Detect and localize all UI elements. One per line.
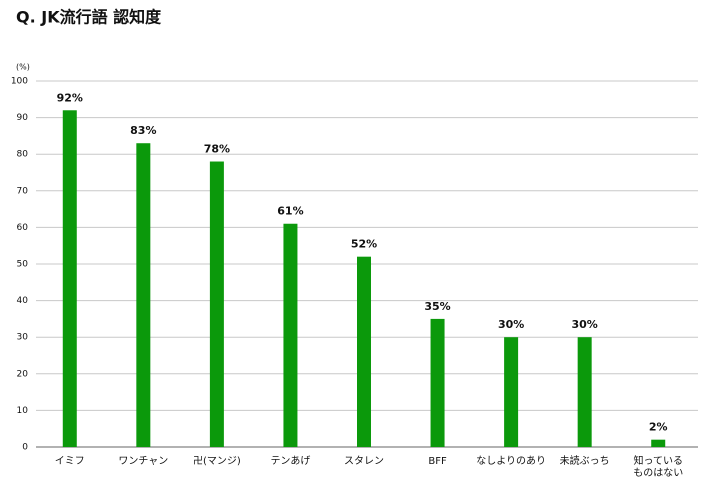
bar <box>651 439 666 447</box>
x-tick-label: ワンチャン <box>118 455 168 467</box>
x-tick-label: イミフ <box>55 456 85 467</box>
x-tick-label: 卍(マンジ) <box>193 455 241 467</box>
y-tick-label: 20 <box>17 369 29 379</box>
value-label: 92% <box>57 91 83 104</box>
y-tick-label: 100 <box>11 77 28 87</box>
y-tick-label: 0 <box>22 443 28 453</box>
chart-title: Q. JK流行語 認知度 <box>16 8 162 27</box>
value-label: 30% <box>571 318 597 331</box>
bar <box>209 161 224 447</box>
x-tick-label: なしよりのあり <box>476 455 546 467</box>
bar <box>62 110 77 447</box>
y-tick-label: 90 <box>17 113 29 123</box>
bar <box>577 337 592 447</box>
bar <box>504 337 519 447</box>
value-label: 2% <box>649 421 668 434</box>
y-tick-label: 60 <box>17 223 29 233</box>
y-tick-label: 70 <box>17 186 29 196</box>
x-tick-label: スタレン <box>344 455 384 467</box>
value-label: 30% <box>498 318 524 331</box>
value-label: 61% <box>277 205 303 218</box>
y-unit: (%) <box>16 63 30 72</box>
y-tick-label: 80 <box>17 150 29 160</box>
value-label: 78% <box>204 143 230 156</box>
bar <box>136 143 151 447</box>
value-label: 83% <box>130 124 156 137</box>
x-tick-label: 未読ぶっち <box>560 454 610 467</box>
bar <box>283 223 298 447</box>
x-tick-label: BFF <box>428 456 447 467</box>
value-label: 35% <box>424 300 450 313</box>
x-tick-label: 知っているものはない <box>633 454 683 479</box>
bar <box>430 318 445 447</box>
y-tick-label: 50 <box>17 260 29 270</box>
value-label: 52% <box>351 238 377 251</box>
y-tick-label: 10 <box>17 406 29 416</box>
x-tick-label: テンあげ <box>270 455 310 467</box>
y-tick-label: 40 <box>17 296 29 306</box>
y-tick-label: 30 <box>17 333 29 343</box>
bar <box>357 256 371 447</box>
